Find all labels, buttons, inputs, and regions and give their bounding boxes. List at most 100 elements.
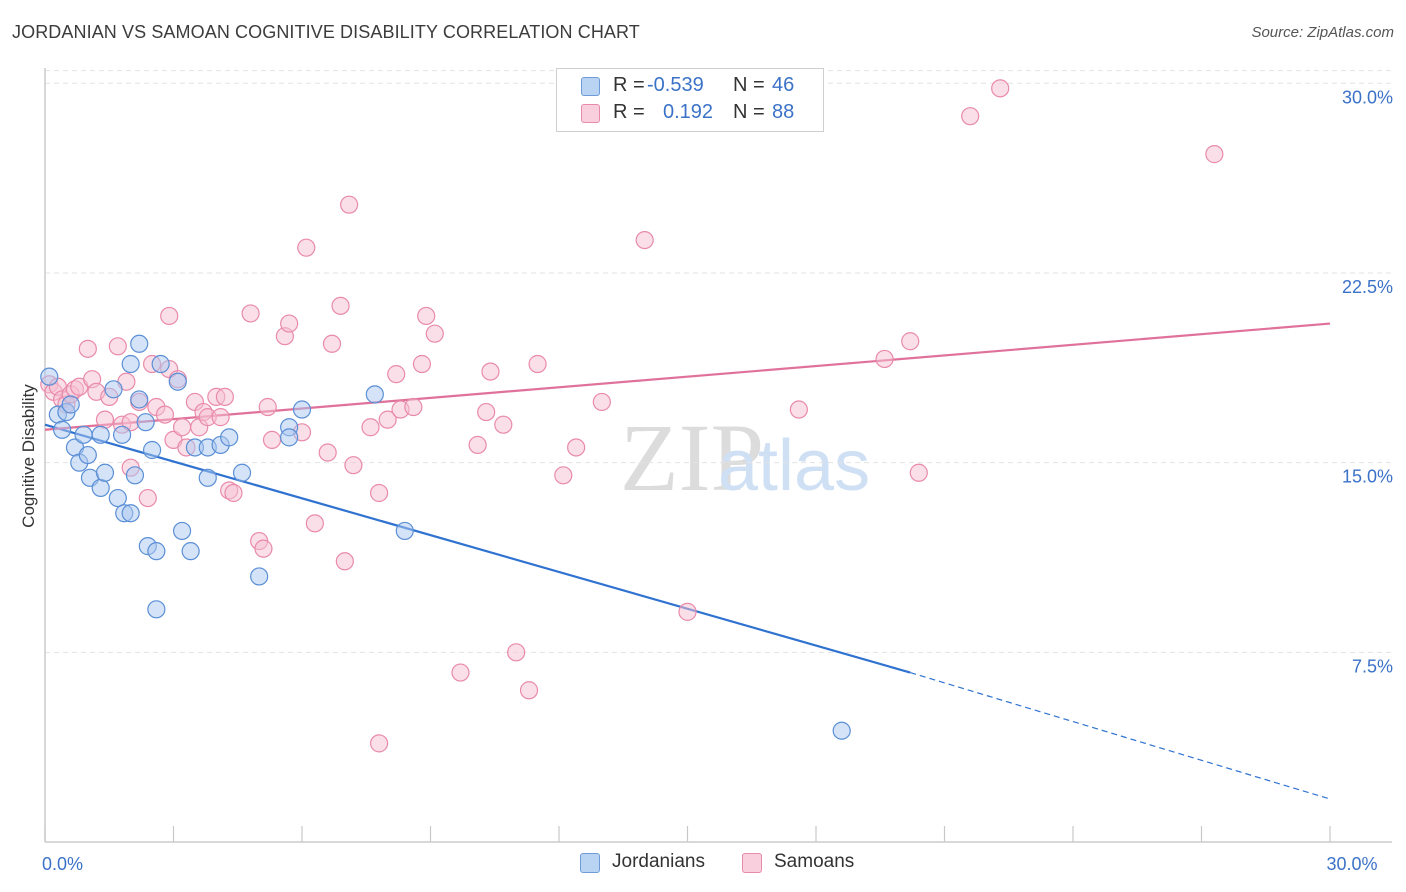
data-point-blue [151,354,170,374]
data-point-blue [232,463,252,482]
data-point-pink [370,734,389,753]
data-point-pink [1205,145,1224,164]
data-point-pink [241,304,260,323]
data-point-blue [104,380,123,399]
data-point-blue [121,354,140,374]
legend-r-label: R = [613,101,645,123]
data-point-blue [95,463,115,482]
data-point-blue [136,413,155,432]
data-point-pink [404,397,423,417]
data-point-pink [901,332,920,351]
data-point-blue [121,504,140,523]
data-point-blue [74,425,93,444]
data-point-blue [142,440,162,460]
legend-label-jordanians: Jordanians [612,851,705,872]
data-point-pink [280,314,299,333]
watermark-zip: ZIP [620,404,764,511]
data-point-pink [331,296,350,315]
source-label: Source: ZipAtlas.com [1251,24,1394,41]
data-point-pink [494,415,513,434]
data-point-blue [250,567,269,586]
tick-labels: 7.5% 15.0% 22.5% 30.0% 0.0% 30.0% [42,87,1393,874]
data-point-blue [198,468,217,487]
data-point-pink [909,463,928,482]
y-axis-label: Cognitive Disability [19,384,38,528]
x-tick-label: 30.0% [1326,854,1377,874]
y-tick-label: 30.0% [1342,87,1393,107]
data-point-blue [130,390,149,409]
trend-lines [44,322,1331,800]
data-point-blue [147,542,166,561]
data-point-pink [567,438,586,457]
legend-swatch-blue [580,853,600,873]
data-point-blue [292,400,312,419]
data-point-blue [40,367,59,386]
data-point-pink [78,339,97,358]
data-point-pink [172,418,192,437]
data-point-blue [91,425,110,444]
data-point-pink [528,354,547,374]
trend-line-blue [44,423,911,674]
watermark-atlas: atlas [718,426,870,506]
y-tick-label: 22.5% [1342,277,1393,297]
legend-swatch-pink [742,853,762,873]
legend-r-value: -0.539 [647,74,704,96]
data-point-pink [224,483,243,503]
data-point-pink [305,514,324,533]
data-point-pink [95,410,115,429]
y-tick-label: 15.0% [1342,467,1393,487]
legend-n-value: 88 [772,101,795,123]
data-point-pink [635,230,654,250]
data-point-pink [468,435,487,455]
chart-title: JORDANIAN VS SAMOAN COGNITIVE DISABILITY… [12,22,640,42]
data-point-blue [365,385,384,404]
data-point-pink [344,456,363,475]
data-point-blue [125,466,145,485]
data-point-blue [220,428,239,447]
data-point-pink [361,418,380,437]
data-point-pink [108,337,127,356]
data-point-blue [181,542,200,561]
data-point-blue [78,445,97,465]
data-point-pink [554,466,573,485]
data-point-blue [168,372,187,391]
axes [44,68,1392,843]
y-tick-label: 7.5% [1352,656,1393,676]
data-point-pink [678,602,697,621]
correlation-legend: R = -0.539 N = 46 R = 0.192 N = 88 [556,68,824,132]
data-point-pink [258,397,277,417]
data-point-pink [875,349,894,369]
data-point-pink [335,552,354,571]
data-point-pink [215,387,234,406]
data-point-pink [477,402,496,422]
x-tick-label: 0.0% [42,854,83,874]
data-point-pink [961,107,980,126]
legend-swatch-blue [581,77,600,96]
legend-r-value: 0.192 [663,101,714,123]
data-point-pink [211,408,230,427]
data-point-blue [108,488,127,508]
data-point-pink [991,79,1010,98]
legend-r-label: R = [613,74,645,96]
legend-n-label: N = [733,101,765,123]
data-point-pink [160,306,179,326]
data-point-pink [155,405,175,424]
data-point-blue [395,521,414,541]
data-point-pink [340,195,359,214]
data-point-pink [318,443,337,462]
data-point-blue [112,425,132,444]
data-point-pink [425,324,444,343]
legend-n-value: 46 [772,74,795,96]
data-point-pink [254,539,273,558]
data-point-blue [832,721,851,740]
data-point-blue [53,420,72,439]
data-point-pink [451,663,470,682]
data-point-pink [507,643,526,662]
trend-line-extension [910,671,1331,800]
data-point-pink [387,365,406,384]
data-point-pink [592,392,611,412]
legend-swatch-pink [581,104,600,123]
data-point-pink [138,488,157,508]
data-point-pink [789,400,808,419]
